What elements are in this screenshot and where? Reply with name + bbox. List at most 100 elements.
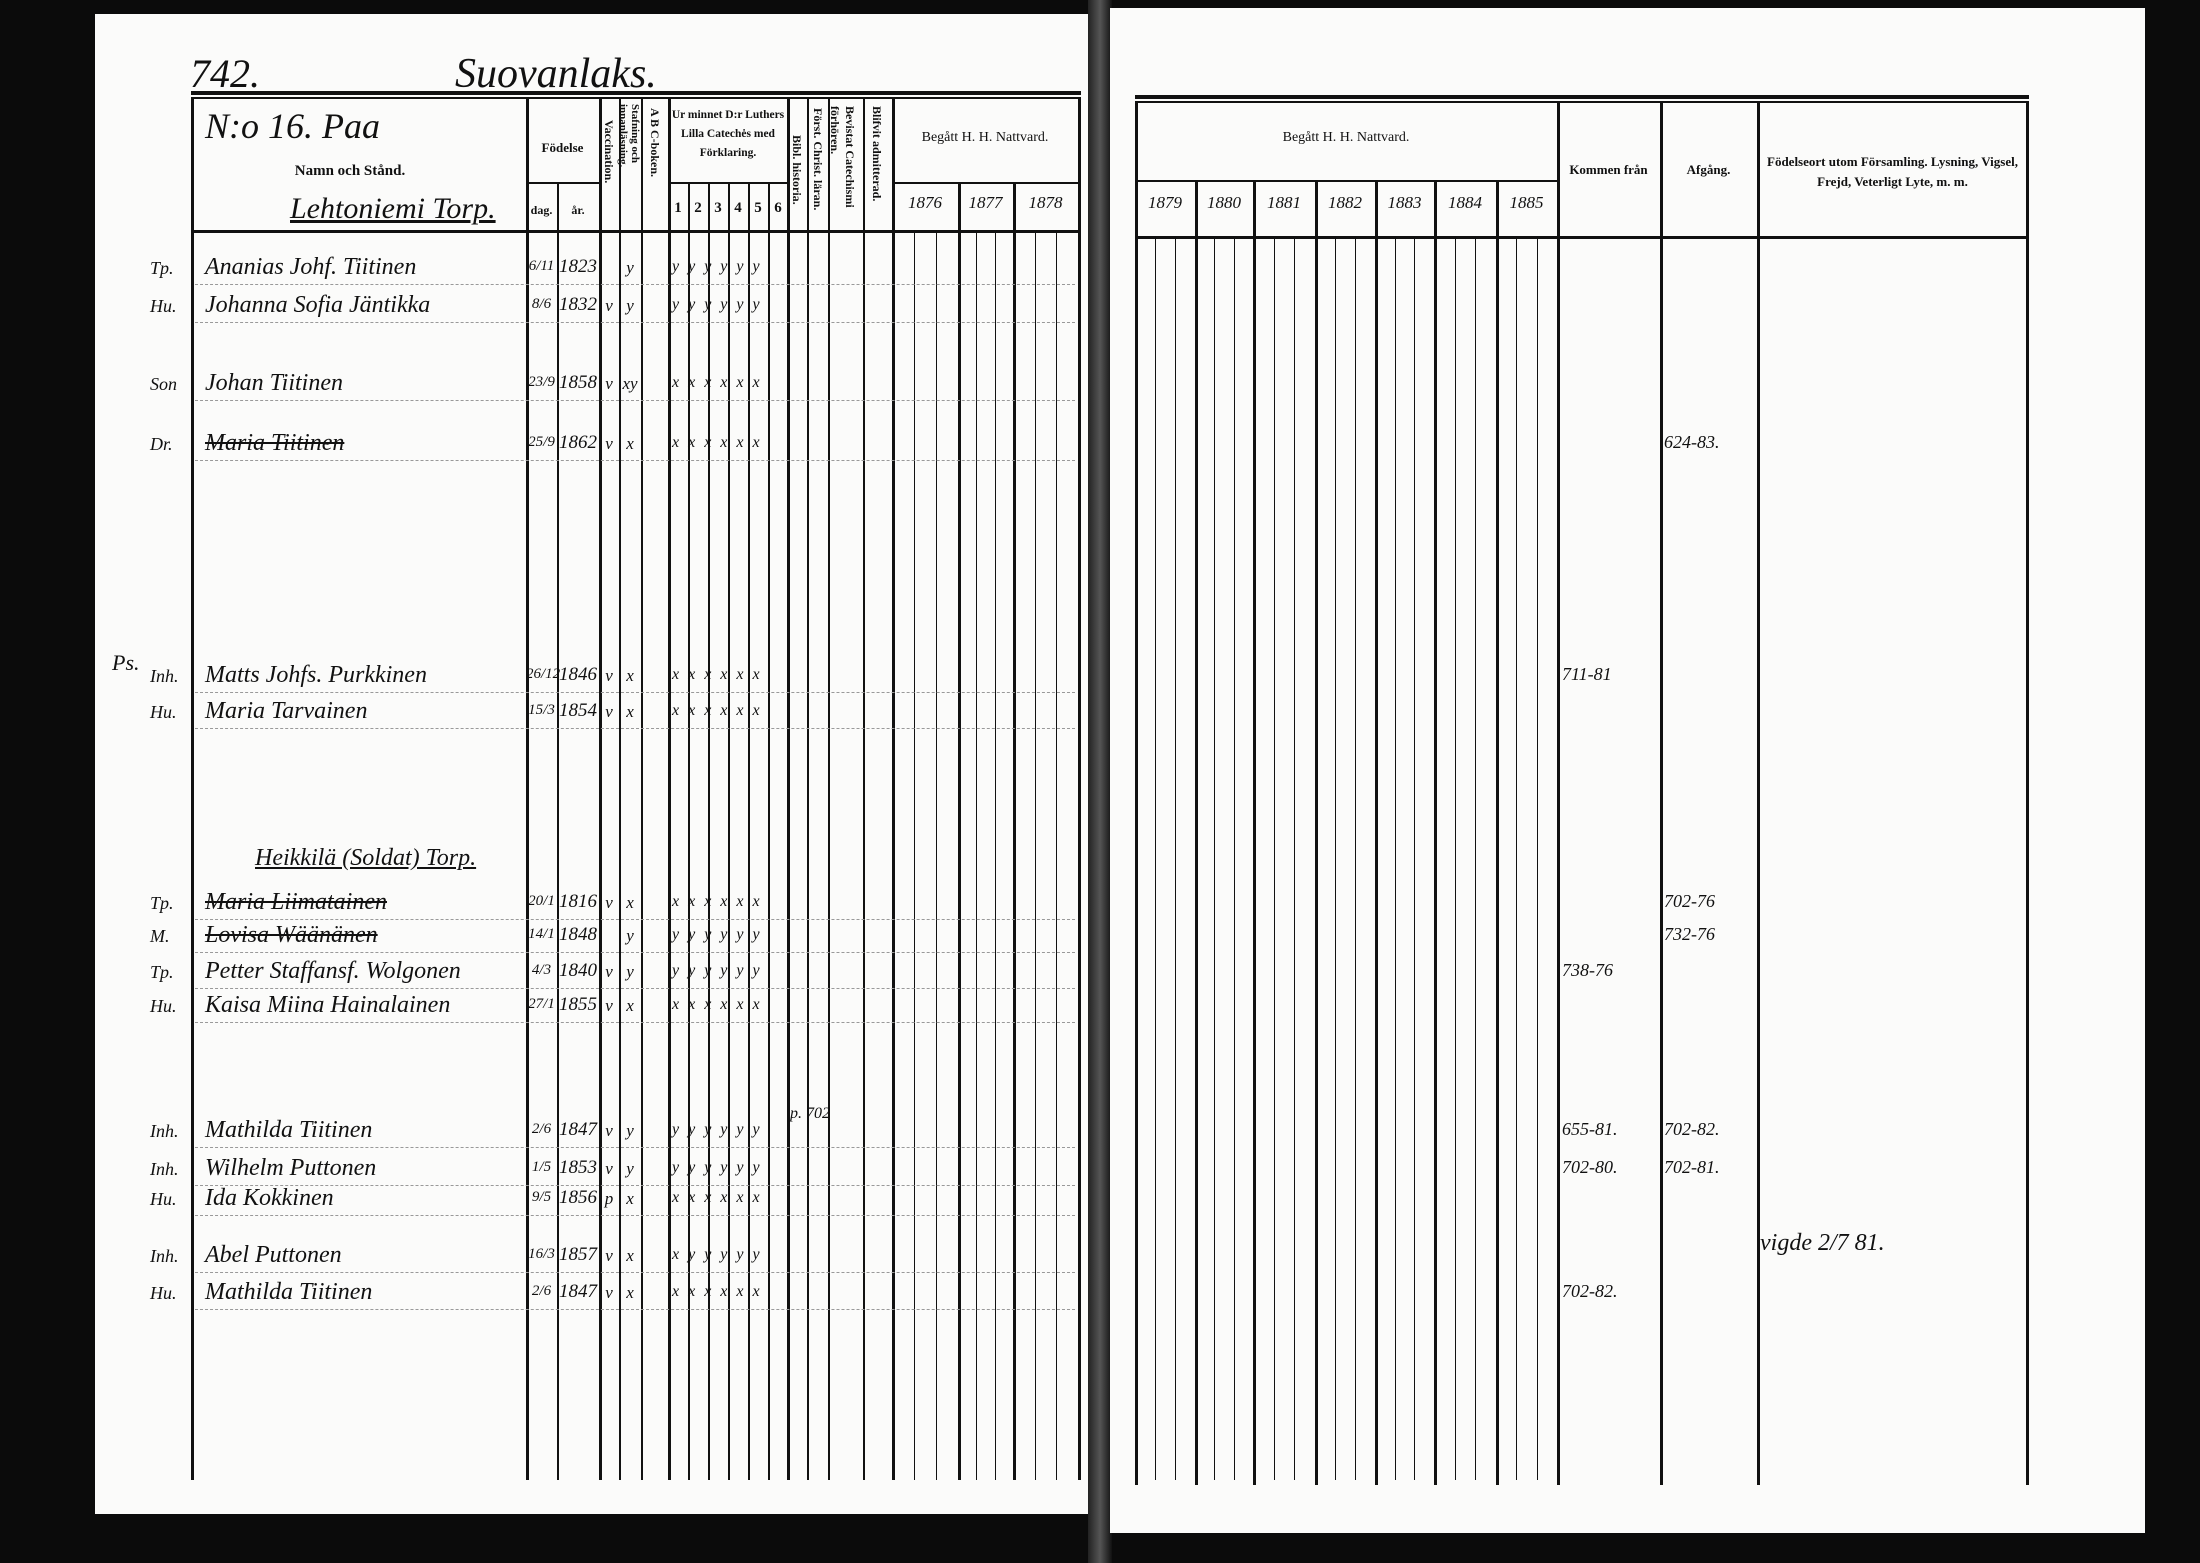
row-name: Lovisa Wäänänen xyxy=(205,922,378,948)
row-came-from: 702-82. xyxy=(1562,1281,1618,1301)
row-catechism-marks: y y y y y y xyxy=(672,962,763,979)
row-came-from: 655-81. xyxy=(1562,1119,1618,1139)
row-rule xyxy=(195,728,1075,729)
row-birth-day: 16/3 xyxy=(528,1246,555,1262)
column-rule xyxy=(191,97,194,1480)
column-rule xyxy=(958,182,961,1480)
row-birth-day: 23/9 xyxy=(528,374,555,390)
margin-mark: Ps. xyxy=(112,650,140,675)
header-birth: Födelse xyxy=(541,140,584,155)
year-header: 1880 xyxy=(1207,193,1241,212)
row-reading: y xyxy=(626,926,634,945)
row-vaccination: p xyxy=(604,1189,614,1208)
column-rule xyxy=(688,182,690,1480)
row-vaccination: v xyxy=(605,1159,613,1178)
household-number: N:o 16. Paa xyxy=(205,106,380,146)
column-rule xyxy=(892,97,895,1480)
row-departure: 702-81. xyxy=(1664,1157,1720,1177)
row-name: Wilhelm Puttonen xyxy=(205,1155,377,1181)
column-rule xyxy=(1195,180,1198,1485)
row-role: Hu. xyxy=(150,702,177,722)
row-birth-day: 9/5 xyxy=(531,1189,552,1205)
row-rule xyxy=(195,988,1075,989)
row-role: Tp. xyxy=(150,258,174,278)
row-catechism-marks: x x x x x x xyxy=(672,1189,763,1206)
row-catechism-marks: y y y y y y xyxy=(672,1121,763,1138)
column-rule xyxy=(1660,101,1663,1485)
header-reading: Stafning och innanläsning. xyxy=(617,104,641,168)
header-communion-left: Begått H. H. Nattvard. xyxy=(921,130,1049,145)
column-rule xyxy=(1757,101,1760,1485)
row-name: Petter Staffansf. Wolgonen xyxy=(205,958,461,984)
village-name: Suovanlaks. xyxy=(455,51,657,97)
row-name: Johanna Sofia Jäntikka xyxy=(205,292,431,318)
catechism-part-header: 3 xyxy=(714,200,722,216)
row-name: Maria Tarvainen xyxy=(205,698,368,724)
row-role: Inh. xyxy=(150,1121,179,1141)
row-name: Johan Tiitinen xyxy=(205,370,343,396)
row-catechism-marks: x x x x x x xyxy=(672,893,763,910)
row-rule xyxy=(195,1147,1075,1148)
row-role: Inh. xyxy=(150,1246,179,1266)
sub-column-rule xyxy=(976,233,978,1480)
row-reading: y xyxy=(626,296,634,315)
row-rule xyxy=(195,322,1075,323)
sub-column-rule xyxy=(994,233,996,1480)
column-rule xyxy=(526,97,529,1480)
row-name: Abel Puttonen xyxy=(205,1242,342,1268)
row-came-from: 738-76 xyxy=(1562,960,1613,980)
row-birth-year: 1857 xyxy=(559,1244,597,1265)
column-rule xyxy=(728,182,730,1480)
row-birth-year: 1847 xyxy=(559,1281,597,1302)
column-rule xyxy=(807,97,809,1480)
row-reading: y xyxy=(626,258,634,277)
row-rule xyxy=(195,460,1075,461)
row-birth-year: 1823 xyxy=(559,256,597,277)
row-came-from: 711-81 xyxy=(1562,664,1612,684)
sub-column-rule xyxy=(1294,239,1296,1480)
column-rule xyxy=(641,97,643,1480)
column-rule xyxy=(828,97,830,1480)
catechism-part-header: 6 xyxy=(774,200,782,216)
column-rule xyxy=(557,182,559,1480)
year-header: 1879 xyxy=(1148,193,1182,212)
row-name: Mathilda Tiitinen xyxy=(205,1279,373,1305)
column-rule xyxy=(708,182,710,1480)
row-reading: x xyxy=(626,434,634,453)
column-rule xyxy=(748,182,750,1480)
row-name: Kaisa Miina Hainalainen xyxy=(205,992,451,1018)
row-reading: x xyxy=(626,666,634,685)
catechism-part-header: 2 xyxy=(694,200,702,216)
row-departure: 732-76 xyxy=(1664,924,1715,944)
row-rule xyxy=(195,1185,1075,1186)
sub-column-rule xyxy=(1536,239,1538,1480)
catechism-part-header: 4 xyxy=(734,200,742,216)
row-catechism-marks: y y y y y y xyxy=(672,926,763,943)
row-role: Hu. xyxy=(150,1283,177,1303)
row-birth-day: 26/12 xyxy=(526,666,561,682)
row-rule xyxy=(195,1022,1075,1023)
row-rule xyxy=(195,692,1075,693)
row-birth-day: 4/3 xyxy=(531,962,552,978)
row-vaccination: v xyxy=(605,1246,613,1265)
header-vaccination: Vaccination. xyxy=(602,120,616,184)
column-rule xyxy=(619,97,621,1480)
row-reading: x xyxy=(626,1283,634,1302)
row-catechism-marks: x x x x x x xyxy=(672,434,763,451)
column-rule xyxy=(2026,101,2029,1485)
row-reading: x xyxy=(626,702,634,721)
row-catechism-marks: y y y y y y xyxy=(672,296,763,313)
row-vaccination: v xyxy=(605,296,613,315)
header-bottom-rule xyxy=(1135,236,2029,239)
row-catechism-marks: x x x x x x xyxy=(672,996,763,1013)
row-birth-year: 1848 xyxy=(559,924,597,945)
left-page xyxy=(95,14,1090,1514)
row-birth-year: 1856 xyxy=(559,1187,597,1208)
header-birth-day: dag. xyxy=(530,203,553,217)
row-departure: 702-76 xyxy=(1664,891,1715,911)
year-header: 1884 xyxy=(1448,193,1482,212)
right-page xyxy=(1110,8,2145,1533)
row-rule xyxy=(195,919,1075,920)
sub-column-rule xyxy=(1155,239,1156,1480)
column-rule xyxy=(599,97,602,1480)
